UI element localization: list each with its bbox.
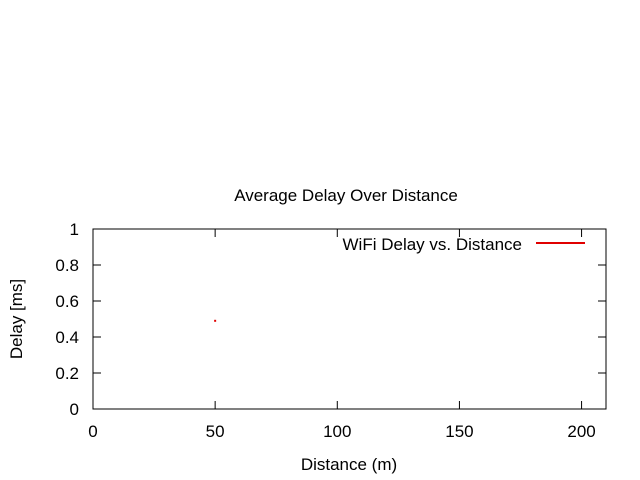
y-tick-label: 0.2 [55, 364, 79, 383]
x-tick-label: 100 [323, 422, 351, 441]
data-point [214, 319, 217, 322]
y-tick-label: 0.4 [55, 328, 79, 347]
x-axis-label: Distance (m) [301, 455, 397, 474]
x-axis-ticks: 0 50 100 150 200 [88, 229, 596, 441]
x-tick-label: 150 [445, 422, 473, 441]
y-axis-ticks: 0 0.2 0.4 0.6 0.8 1 [55, 220, 606, 419]
x-tick-label: 50 [206, 422, 225, 441]
series-wifi-delay [214, 319, 217, 322]
chart-title: Average Delay Over Distance [234, 186, 458, 205]
plot-area [92, 228, 607, 410]
x-tick-label: 0 [88, 422, 97, 441]
x-tick-label: 200 [567, 422, 595, 441]
y-tick-label: 1 [70, 220, 79, 239]
y-tick-label: 0.8 [55, 256, 79, 275]
legend-label: WiFi Delay vs. Distance [343, 235, 522, 254]
y-tick-label: 0.6 [55, 292, 79, 311]
legend: WiFi Delay vs. Distance [343, 235, 585, 254]
y-axis-label: Delay [ms] [7, 279, 26, 359]
y-tick-label: 0 [70, 400, 79, 419]
